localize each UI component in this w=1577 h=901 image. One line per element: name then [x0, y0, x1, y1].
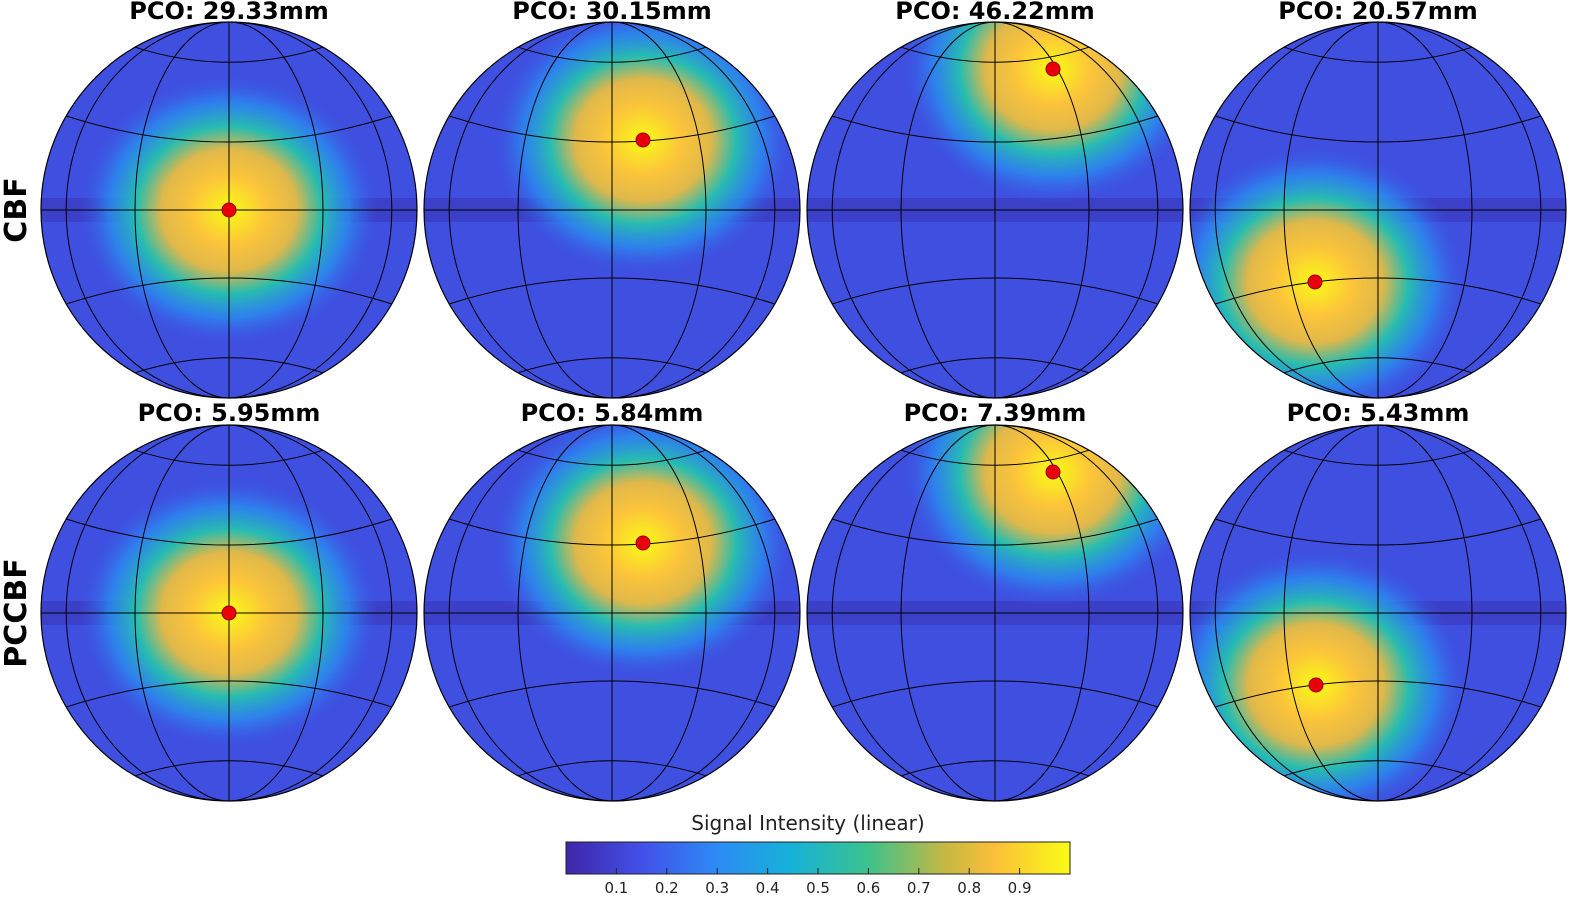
meridian [831, 22, 1159, 398]
parallel [517, 760, 707, 777]
panel-title: PCO: 30.15mm [512, 0, 712, 25]
meridian [1283, 22, 1473, 398]
globe-outline [40, 424, 418, 802]
parallel [832, 518, 1158, 546]
parallel [134, 357, 324, 374]
parallel [134, 760, 324, 777]
panel-title: PCO: 20.57mm [1278, 0, 1478, 25]
globe [1190, 425, 1566, 801]
tick-label: 0.5 [806, 879, 830, 897]
parallel [517, 357, 707, 374]
panel-title: PCO: 29.33mm [129, 0, 329, 25]
parallel [449, 115, 775, 143]
meridian [517, 425, 707, 801]
peak-marker [1045, 464, 1061, 480]
parallel [1283, 449, 1473, 466]
row-label: PCCBF [0, 558, 34, 667]
parallel [66, 518, 392, 546]
peak-marker [1307, 274, 1323, 290]
tick-label: 0.3 [705, 879, 729, 897]
globe-outline [806, 424, 1184, 802]
parallel [1283, 46, 1473, 63]
meridian [448, 425, 776, 801]
globe-outline [423, 21, 801, 399]
peak-marker [635, 535, 651, 551]
meridian [134, 22, 324, 398]
parallel [517, 46, 707, 63]
meridian [831, 425, 1159, 801]
parallel [66, 680, 392, 708]
globe [424, 22, 800, 398]
peak-marker [635, 132, 651, 148]
globe [807, 22, 1183, 398]
parallel [900, 760, 1090, 777]
tick-label: 0.6 [856, 879, 880, 897]
panel-title: PCO: 7.39mm [904, 399, 1087, 427]
tick-label: 0.4 [756, 879, 780, 897]
parallel [1215, 518, 1541, 546]
globe-outline [806, 21, 1184, 399]
parallel [832, 277, 1158, 305]
parallel [900, 46, 1090, 63]
meridian [448, 22, 776, 398]
globe [1190, 22, 1566, 398]
globe-outline [1189, 424, 1567, 802]
parallel [832, 115, 1158, 143]
globe-outline [40, 21, 418, 399]
peak-marker [221, 605, 237, 621]
parallel [517, 449, 707, 466]
peak-marker [1045, 61, 1061, 77]
panel-title: PCO: 46.22mm [895, 0, 1095, 25]
peak-marker [221, 202, 237, 218]
parallel [832, 680, 1158, 708]
meridian [900, 22, 1090, 398]
parallel [1215, 277, 1541, 305]
parallel [134, 449, 324, 466]
tick-label: 0.1 [604, 879, 628, 897]
meridian [1214, 22, 1542, 398]
parallel [134, 46, 324, 63]
parallel [1283, 357, 1473, 374]
panel-title: PCO: 5.84mm [521, 399, 704, 427]
parallel [449, 680, 775, 708]
parallel [449, 518, 775, 546]
parallel [449, 277, 775, 305]
tick-label: 0.7 [907, 879, 931, 897]
parallel [66, 115, 392, 143]
tick-label: 0.8 [957, 879, 981, 897]
meridian [1214, 425, 1542, 801]
parallel [66, 277, 392, 305]
panel-title: PCO: 5.95mm [138, 399, 321, 427]
globe-outline [1189, 21, 1567, 399]
parallel [900, 357, 1090, 374]
meridian [134, 425, 324, 801]
meridian [900, 425, 1090, 801]
parallel [900, 449, 1090, 466]
meridian [1283, 425, 1473, 801]
meridian [65, 22, 393, 398]
globe [424, 425, 800, 801]
globe-outline [423, 424, 801, 802]
tick-label: 0.9 [1008, 879, 1032, 897]
row-label: CBF [0, 177, 34, 242]
colorbar-label: Signal Intensity (linear) [691, 811, 924, 835]
meridian [517, 22, 707, 398]
panel-title: PCO: 5.43mm [1287, 399, 1470, 427]
peak-marker [1308, 677, 1324, 693]
parallel [1283, 760, 1473, 777]
tick-label: 0.2 [655, 879, 679, 897]
meridian [65, 425, 393, 801]
parallel [1215, 680, 1541, 708]
parallel [1215, 115, 1541, 143]
